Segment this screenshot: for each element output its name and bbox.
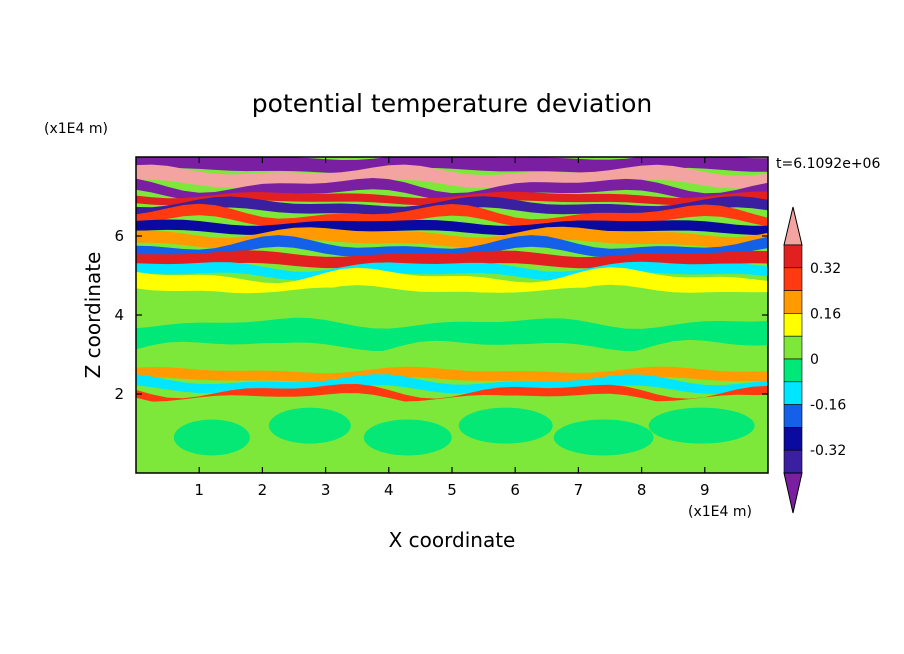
x-tick-label: 4 xyxy=(384,481,394,499)
contour-band xyxy=(136,267,768,298)
colorbar-segment xyxy=(783,404,803,428)
contour-band xyxy=(136,339,768,378)
colorbar-extend-min xyxy=(783,472,803,514)
eddy xyxy=(648,407,755,444)
contour-band xyxy=(136,384,768,405)
colorbar-segment xyxy=(783,290,803,314)
y-tick-label: 6 xyxy=(114,227,124,245)
x-axis-label: X coordinate xyxy=(389,528,516,552)
contour-band xyxy=(136,287,768,325)
eddy xyxy=(268,407,351,444)
colorbar-segment xyxy=(783,427,803,451)
eddy xyxy=(458,407,553,444)
eddy xyxy=(553,419,654,456)
time-label: t=6.1092e+06 xyxy=(776,156,880,172)
eddy xyxy=(363,419,452,456)
colorbar-label: 0.32 xyxy=(810,261,841,277)
chart-title: potential temperature deviation xyxy=(252,89,652,118)
contour-band xyxy=(136,317,768,352)
x-tick-label: 3 xyxy=(321,481,331,499)
contour-band xyxy=(136,235,768,259)
colorbar-extend-max xyxy=(783,206,803,246)
x-tick-label: 9 xyxy=(700,481,710,499)
y-ticks: 2 4 6 xyxy=(114,227,768,403)
y-tick-label: 4 xyxy=(114,306,124,324)
contour-band xyxy=(136,191,768,206)
x-tick-label: 2 xyxy=(258,481,268,499)
contour-field xyxy=(136,157,768,473)
x-ticks: 1 2 3 4 5 6 7 8 9 xyxy=(194,157,710,499)
colorbar-label: -0.32 xyxy=(810,443,846,459)
colorbar-label: 0.16 xyxy=(810,306,841,322)
colorbar-segment xyxy=(783,313,803,337)
x-tick-label: 8 xyxy=(637,481,647,499)
x-unit-label: (x1E4 m) xyxy=(688,504,752,520)
colorbar-label: 0 xyxy=(810,352,819,368)
colorbar-segment xyxy=(783,244,803,269)
x-tick-label: 7 xyxy=(574,481,584,499)
contour-band xyxy=(136,250,768,269)
colorbar-label: -0.16 xyxy=(810,398,846,414)
colorbar-segment xyxy=(783,381,803,405)
colorbar: 0.32 0.16 0 -0.16 -0.32 xyxy=(783,206,846,514)
colorbar-segment xyxy=(783,267,803,291)
y-axis-label: Z coordinate xyxy=(81,252,105,379)
colorbar-segment xyxy=(783,449,803,474)
x-tick-label: 5 xyxy=(447,481,457,499)
y-tick-label: 2 xyxy=(114,385,124,403)
x-tick-label: 1 xyxy=(194,481,204,499)
contour-band xyxy=(136,226,768,249)
eddy xyxy=(173,419,250,456)
x-tick-label: 6 xyxy=(510,481,520,499)
colorbar-segment xyxy=(783,358,803,383)
contour-band xyxy=(136,261,768,281)
contour-band xyxy=(136,178,768,202)
contour-band xyxy=(136,157,768,174)
y-unit-label: (x1E4 m) xyxy=(44,121,108,137)
colorbar-segment xyxy=(783,335,803,360)
